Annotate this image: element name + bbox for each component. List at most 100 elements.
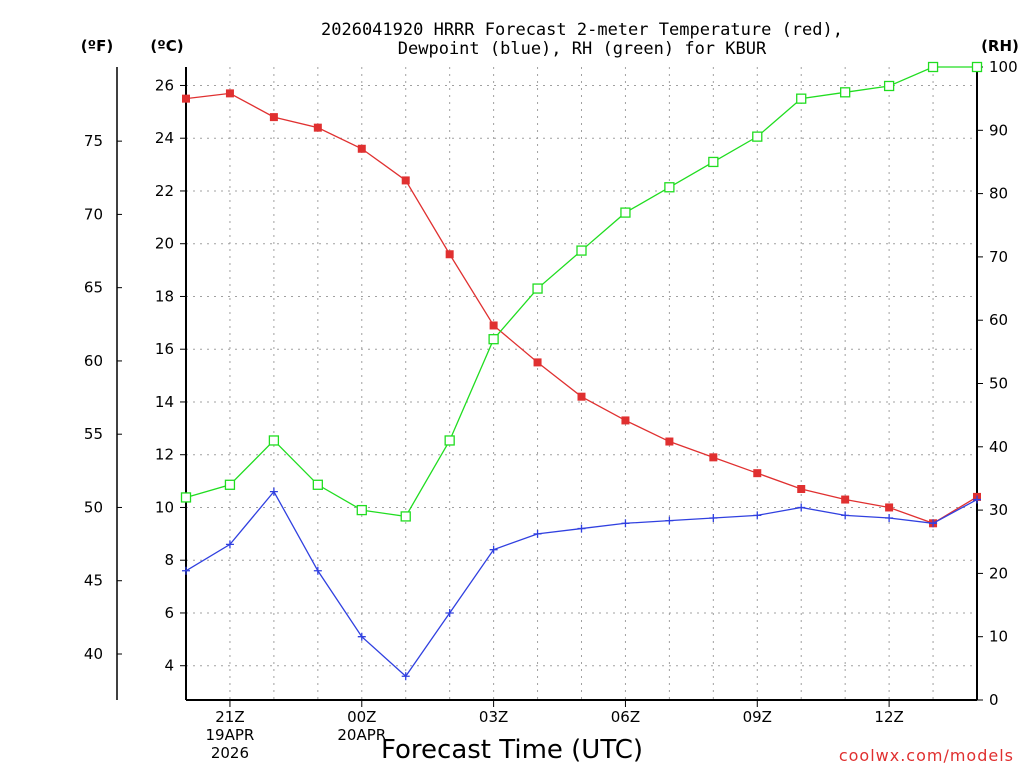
fahrenheit-tick-label: 65 xyxy=(84,279,103,297)
celsius-tick-label: 4 xyxy=(164,657,174,675)
series-2-meter-temperature xyxy=(182,89,981,528)
fahrenheit-tick-label: 45 xyxy=(84,572,103,590)
celsius-tick-label: 20 xyxy=(155,235,174,253)
temperature-point xyxy=(533,358,542,367)
x-tick-label: 19APR xyxy=(206,726,255,744)
temperature-point xyxy=(445,250,454,259)
chart-title-line-2: Dewpoint (blue), RH (green) for KBUR xyxy=(398,39,767,59)
dewpoint-point xyxy=(709,514,718,523)
dewpoint-point xyxy=(753,511,762,520)
temperature-point xyxy=(225,89,234,98)
rh-point xyxy=(268,435,280,446)
rh-point xyxy=(576,245,587,256)
rh-point xyxy=(796,93,807,104)
rh-tick-label: 20 xyxy=(989,564,1008,582)
celsius-unit-label: (ºC) xyxy=(150,37,183,55)
dewpoint-point xyxy=(577,524,586,533)
celsius-tick-label: 18 xyxy=(155,287,174,305)
x-tick-label: 06Z xyxy=(611,708,640,726)
x-tick-label: 03Z xyxy=(479,708,508,726)
dewpoint-point xyxy=(533,529,542,538)
rh-point xyxy=(356,504,367,516)
celsius-tick-label: 26 xyxy=(155,76,174,94)
celsius-tick-label: 12 xyxy=(155,446,174,464)
temperature-point xyxy=(269,113,278,122)
rh-point xyxy=(180,492,192,503)
fahrenheit-axis: 40 45 50 55 60 65 70 75 xyxy=(84,67,122,700)
celsius-tick-label: 14 xyxy=(155,393,174,411)
temperature-point xyxy=(885,503,894,512)
credit-text: coolwx.com/models xyxy=(839,746,1014,765)
rh-unit-label: (RH) xyxy=(981,37,1019,55)
fahrenheit-tick-label: 75 xyxy=(84,132,103,150)
dewpoint-point xyxy=(665,516,674,525)
fahrenheit-tick-label: 70 xyxy=(84,205,103,223)
temperature-point xyxy=(797,485,806,493)
series-rh xyxy=(180,61,983,522)
temperature-point xyxy=(753,469,762,478)
data-series xyxy=(180,61,983,681)
fahrenheit-tick-label: 40 xyxy=(84,645,103,663)
x-tick-label: 00Z xyxy=(347,708,376,726)
rh-point xyxy=(708,156,719,168)
dewpoint-point xyxy=(357,632,366,641)
dewpoint-point xyxy=(797,503,806,512)
rh-tick-label: 90 xyxy=(989,121,1008,139)
rh-point xyxy=(444,435,455,446)
axes: 4 6 8 10 12 14 16 18 20 22 24 26 0 10 20 30 40 50 60 70 80 90… xyxy=(155,58,1018,709)
dewpoint-point xyxy=(489,545,498,554)
dewpoint-point xyxy=(269,487,278,496)
dewpoint-point xyxy=(973,495,981,504)
series-line xyxy=(185,92,978,525)
rh-tick-label: 40 xyxy=(989,438,1008,456)
celsius-tick-label: 10 xyxy=(155,498,174,516)
temperature-point xyxy=(182,94,190,103)
rh-point xyxy=(752,131,763,142)
celsius-tick-label: 8 xyxy=(164,551,174,569)
celsius-tick-label: 24 xyxy=(155,129,174,147)
fahrenheit-tick-label: 60 xyxy=(84,352,103,370)
x-axis-label: Forecast Time (UTC) xyxy=(381,735,643,765)
rh-tick-label: 80 xyxy=(989,185,1008,203)
chart-title-line-1: 2026041920 HRRR Forecast 2-meter Tempera… xyxy=(321,20,843,40)
x-tick-label: 09Z xyxy=(743,708,772,726)
dewpoint-point xyxy=(313,566,322,575)
celsius-tick-label: 22 xyxy=(155,182,174,200)
temperature-point xyxy=(841,495,850,504)
rh-point xyxy=(312,479,323,490)
rh-point xyxy=(664,182,675,193)
temperature-point xyxy=(709,453,718,462)
rh-point xyxy=(840,87,851,98)
temperature-point xyxy=(621,416,630,425)
rh-point xyxy=(224,479,236,490)
rh-point xyxy=(532,283,543,294)
temperature-point xyxy=(665,437,674,446)
x-tick-label: 2026 xyxy=(211,744,249,762)
rh-point xyxy=(971,61,983,73)
dewpoint-point xyxy=(885,514,894,523)
dewpoint-point xyxy=(445,608,454,617)
dewpoint-point xyxy=(225,540,234,549)
rh-tick-label: 30 xyxy=(989,501,1008,519)
temperature-point xyxy=(313,123,322,132)
rh-point xyxy=(400,511,411,522)
dewpoint-point xyxy=(929,519,938,528)
fahrenheit-tick-label: 50 xyxy=(84,498,103,516)
series-dewpoint xyxy=(182,487,981,681)
dewpoint-point xyxy=(841,511,850,520)
rh-tick-label: 10 xyxy=(989,628,1008,646)
dewpoint-point xyxy=(182,566,190,575)
rh-point xyxy=(488,334,499,345)
temperature-point xyxy=(489,321,498,330)
temperature-point xyxy=(401,176,410,185)
rh-point xyxy=(620,207,631,218)
rh-point xyxy=(883,80,895,92)
fahrenheit-unit-label: (ºF) xyxy=(81,37,113,55)
rh-point xyxy=(927,61,939,73)
x-tick-label: 21Z xyxy=(215,708,244,726)
rh-tick-label: 60 xyxy=(989,311,1008,329)
celsius-tick-label: 16 xyxy=(155,340,174,358)
gridlines xyxy=(186,67,977,700)
rh-tick-label: 0 xyxy=(989,691,999,709)
